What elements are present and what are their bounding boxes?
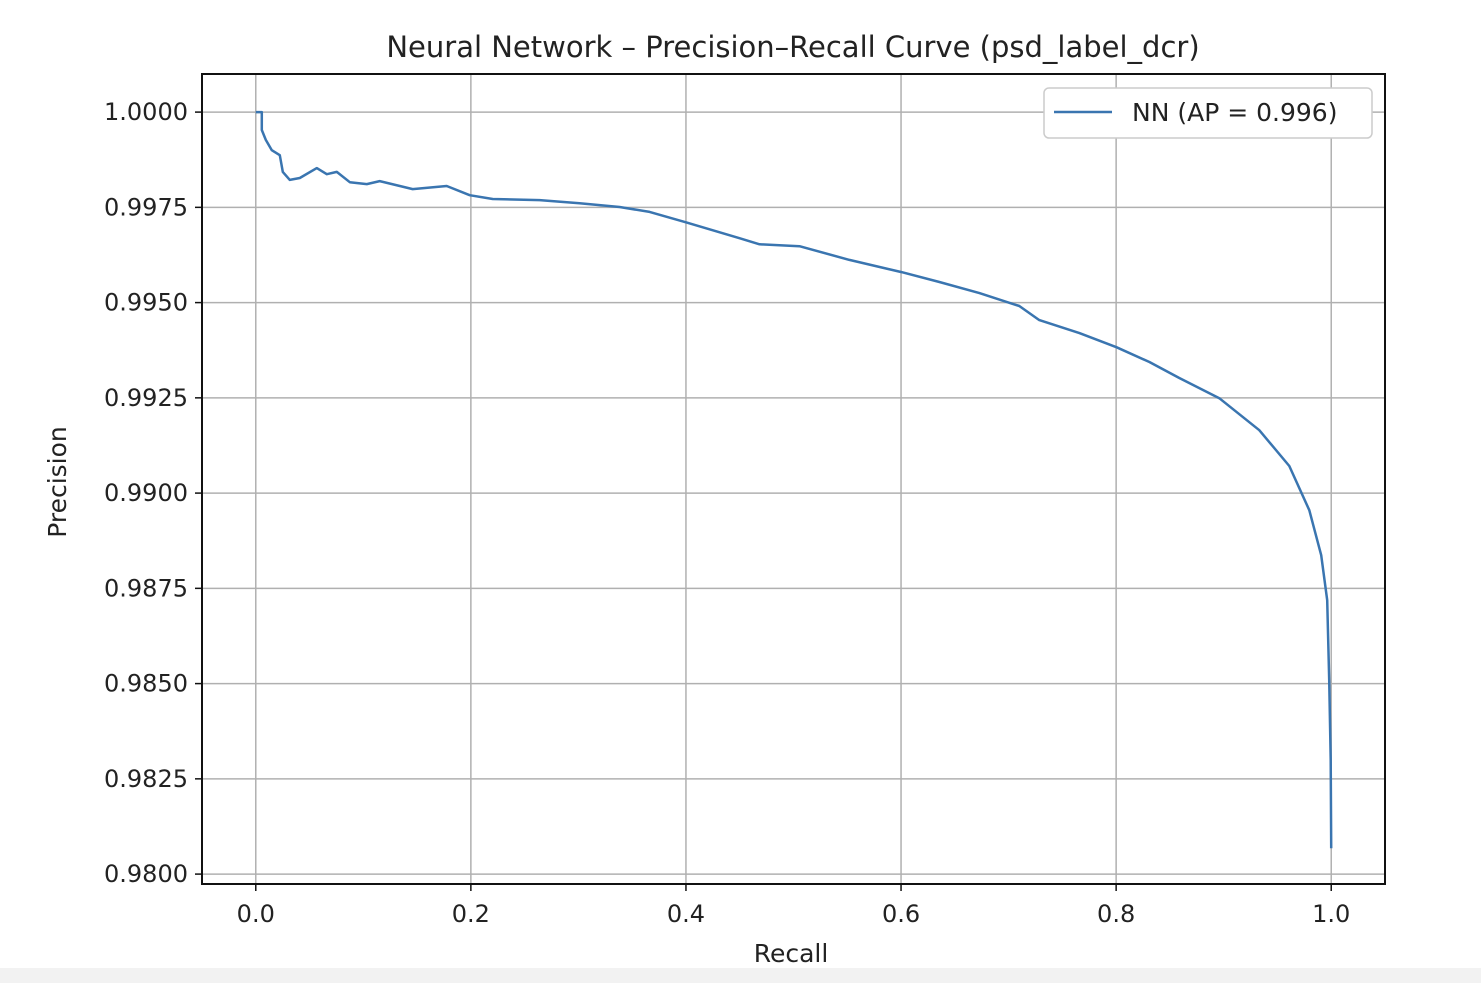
x-tick-label: 1.0 <box>1312 900 1350 928</box>
legend: NN (AP = 0.996) <box>1043 87 1373 139</box>
y-tick-label: 0.9800 <box>104 860 188 888</box>
x-tick-label: 0.8 <box>1097 900 1135 928</box>
x-axis-ticks: 0.0 0.2 0.4 0.6 0.8 1.0 <box>237 884 1350 928</box>
series-line-nn <box>255 110 1333 849</box>
x-tick-label: 0.2 <box>452 900 490 928</box>
y-tick-label: 0.9900 <box>104 479 188 507</box>
legend-label: NN (AP = 0.996) <box>1132 98 1337 127</box>
y-tick-label: 0.9950 <box>104 289 188 317</box>
y-axis-ticks: 1.0000 0.9975 0.9950 0.9925 0.9900 0.9875 0.98… <box>104 98 202 888</box>
y-tick-label: 1.0000 <box>104 98 188 126</box>
window-bottom-strip <box>0 968 1481 983</box>
y-tick-label: 0.9875 <box>104 574 188 602</box>
chart-title: Neural Network – Precision–Recall Curve … <box>386 30 1199 64</box>
plot-frame <box>201 73 1386 885</box>
x-tick-label: 0.6 <box>882 900 920 928</box>
y-tick-label: 0.9850 <box>104 670 188 698</box>
y-axis-label: Precision <box>43 426 72 538</box>
y-tick-label: 0.9825 <box>104 765 188 793</box>
y-tick-label: 0.9925 <box>104 384 188 412</box>
grid <box>202 74 1385 884</box>
legend-box <box>1043 87 1373 139</box>
x-axis-label: Recall <box>754 939 829 968</box>
x-tick-label: 0.0 <box>237 900 275 928</box>
x-tick-label: 0.4 <box>667 900 705 928</box>
y-tick-label: 0.9975 <box>104 193 188 221</box>
